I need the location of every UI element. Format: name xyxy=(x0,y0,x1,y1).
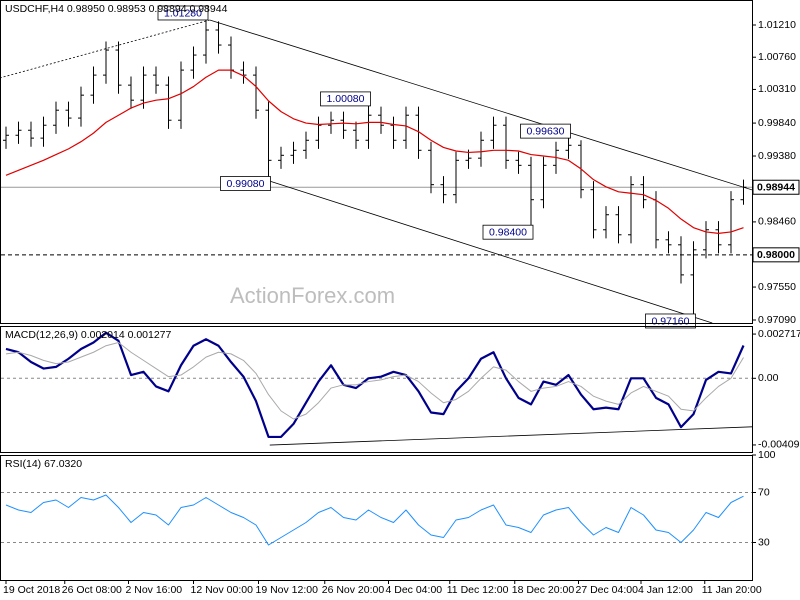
y-tick-label: 1.00760 xyxy=(758,51,796,63)
annotation-box xyxy=(157,5,209,21)
x-tick-label: 19 Nov 12:00 xyxy=(256,584,319,596)
indicator-line xyxy=(5,494,744,546)
panel-title: RSI(14) 67.0320 xyxy=(5,458,82,470)
annotation-box xyxy=(220,176,271,191)
y-tick-label: 0.97550 xyxy=(758,281,796,293)
price-label: 0.98000 xyxy=(757,249,795,261)
y-tick-label: 0.99840 xyxy=(758,117,796,129)
panel-border xyxy=(0,0,753,324)
y-tick-label: 100 xyxy=(758,449,776,461)
y-tick-label: 0.97090 xyxy=(758,314,796,326)
moving-average xyxy=(5,69,744,234)
annotation-label: 0.99630 xyxy=(527,125,565,137)
y-tick-label: 1.01210 xyxy=(758,19,796,31)
annotation-box xyxy=(320,91,371,107)
y-tick-label: -0.004093 xyxy=(758,439,800,451)
y-tick-label: 1.00310 xyxy=(758,83,796,95)
watermark: ActionForex.com xyxy=(230,283,395,308)
x-tick-label: 4 Jan 12:00 xyxy=(638,584,693,596)
annotation-box xyxy=(482,224,534,240)
y-tick-label: 0.00 xyxy=(758,372,779,384)
annotation-box xyxy=(520,123,571,139)
x-tick-label: 19 Oct 2018 xyxy=(3,584,60,596)
x-tick-label: 26 Oct 08:00 xyxy=(62,584,122,596)
x-tick-label: 11 Jan 20:00 xyxy=(702,584,762,596)
price-label: 0.98944 xyxy=(757,182,795,194)
y-tick-label: 70 xyxy=(758,486,770,498)
trend-line xyxy=(209,19,752,191)
panel-title: USDCHF,H4 0.98950 0.98953 0.98894 0.9894… xyxy=(5,3,228,15)
trend-line xyxy=(258,177,713,323)
price-label-box xyxy=(752,179,800,195)
annotation-box xyxy=(645,313,696,329)
y-tick-label: 0.98460 xyxy=(758,216,796,228)
y-tick-label: 0.002717 xyxy=(758,328,800,340)
panel-border xyxy=(0,455,753,581)
annotation-label: 1.00080 xyxy=(327,93,365,105)
annotation-label: 0.99080 xyxy=(227,178,265,190)
x-tick-label: 4 Dec 04:00 xyxy=(386,584,443,596)
x-tick-label: 26 Nov 20:00 xyxy=(322,584,385,596)
annotation-label: 1.01280 xyxy=(164,7,202,19)
y-tick-label: 30 xyxy=(758,536,770,548)
x-tick-label: 11 Dec 12:00 xyxy=(447,584,509,596)
annotation-label: 0.98400 xyxy=(489,226,527,238)
x-tick-label: 18 Dec 20:00 xyxy=(512,584,575,596)
panel-border xyxy=(0,326,753,453)
x-tick-label: 12 Nov 00:00 xyxy=(191,584,254,596)
trend-line xyxy=(269,426,752,446)
macd-line xyxy=(5,331,745,439)
y-tick-label: 0.99380 xyxy=(758,150,796,162)
trend-line xyxy=(1,19,210,79)
annotation-label: 0.97160 xyxy=(652,315,690,327)
panel-title: MACD(12,26,9) 0.002014 0.001277 xyxy=(5,329,172,341)
x-tick-label: 27 Dec 04:00 xyxy=(576,584,639,596)
signal-line xyxy=(5,341,744,420)
price-label-box xyxy=(752,247,800,263)
x-tick-label: 2 Nov 16:00 xyxy=(126,584,183,596)
